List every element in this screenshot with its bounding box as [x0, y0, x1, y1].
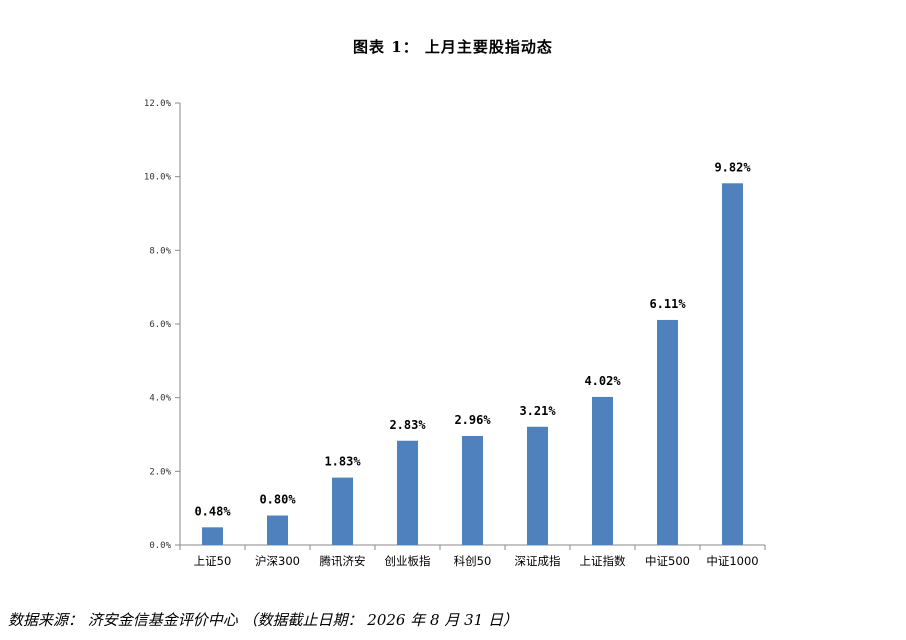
bar [657, 319, 678, 545]
x-category-label: 腾讯济安 [320, 554, 366, 568]
data-label: 3.21% [519, 404, 556, 418]
y-tick-label: 4.0% [149, 394, 171, 404]
x-category-label: 中证500 [645, 554, 690, 568]
bar [397, 440, 418, 545]
data-label: 0.48% [194, 504, 231, 518]
x-category-label: 科创50 [454, 554, 492, 568]
y-tick-label: 2.0% [149, 467, 171, 477]
bar [332, 477, 353, 545]
y-tick-label: 0.0% [149, 541, 171, 551]
x-category-label: 中证1000 [706, 554, 758, 568]
data-label: 6.11% [649, 297, 686, 311]
data-label: 1.83% [324, 455, 361, 469]
data-label: 2.96% [454, 413, 491, 427]
data-source-note: 数据来源： 济安金信基金评价中心 （数据截止日期： 2026 年 8 月 31 … [8, 611, 518, 629]
y-tick-label: 8.0% [149, 246, 171, 256]
bar [722, 183, 743, 545]
y-tick-label: 6.0% [149, 320, 171, 330]
y-tick-label: 12.0% [144, 99, 172, 109]
x-category-label: 上证50 [194, 554, 232, 568]
x-category-label: 沪深300 [255, 554, 300, 568]
data-label: 9.82% [714, 160, 751, 174]
bar [592, 396, 613, 545]
x-category-label: 上证指数 [580, 554, 626, 568]
y-tick-label: 10.0% [144, 173, 172, 183]
bar-chart: 0.0% 2.0% 4.0% 6.0% 8.0% 10.0% 12.0% 0.48% 上证50… [144, 99, 766, 568]
chart-title: 图表 1： 上月主要股指动态 [353, 38, 553, 56]
bar [202, 527, 223, 545]
data-label: 4.02% [584, 374, 621, 388]
bar [267, 515, 288, 545]
x-category-label: 深证成指 [515, 554, 561, 568]
data-label: 0.80% [259, 493, 296, 507]
bar [527, 426, 548, 545]
data-label: 2.83% [389, 418, 426, 432]
bar [462, 435, 483, 545]
x-category-label: 创业板指 [385, 554, 431, 568]
